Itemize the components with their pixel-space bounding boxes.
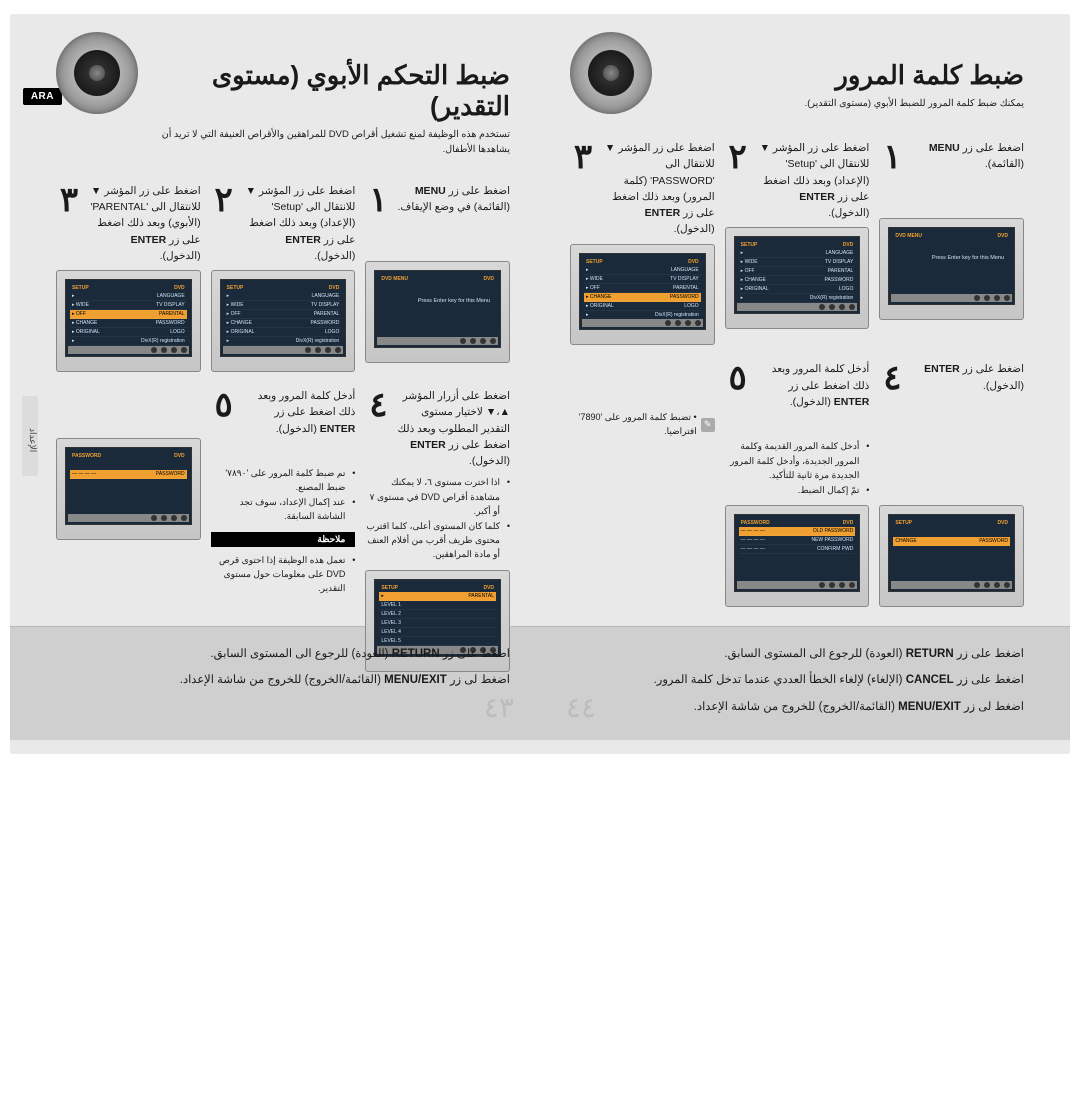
parental-column: ضبط التحكم الأبوي (مستوى التقدير) تستخدم…: [56, 32, 510, 626]
step-number: ١: [879, 140, 905, 212]
password-steps-row2: ٤ اضغط على زر ENTER (الدخول). DVDSETUP P…: [570, 361, 1024, 606]
password-step-4: ٤ اضغط على زر ENTER (الدخول). DVDSETUP P…: [879, 361, 1024, 606]
tv-frame: DVDDVD MENU Press Enter key for this Men…: [879, 218, 1024, 320]
parental-steps-row1: ١ اضغط على زر MENU (القائمة) في وضع الإي…: [56, 183, 510, 372]
tv-setup-list: DVDSETUP LANGUAGE▸ TV DISPLAYWIDE ▸PAREN…: [220, 279, 347, 357]
tv-frame: DVDSETUP PASSWORDCHANGE: [879, 505, 1024, 607]
step-number: ٢: [725, 140, 751, 221]
tv-frame: DVDDVD MENU Press Enter key for this Men…: [365, 261, 510, 363]
password-header: ضبط كلمة المرور يمكنك ضبط كلمة المرور لل…: [570, 32, 1024, 114]
parental-title-block: ضبط التحكم الأبوي (مستوى التقدير) تستخدم…: [148, 32, 510, 157]
step-number: ٥: [211, 388, 237, 460]
footer-left-lines: اضغط على زر RETURN (العودة) للرجوع الى ا…: [570, 641, 1024, 720]
step-number: ٣: [570, 140, 596, 238]
parental-header: ضبط التحكم الأبوي (مستوى التقدير) تستخدم…: [56, 32, 510, 157]
manual-spread: ARA الإعداد ضبط التحكم الأبوي (مستوى الت…: [10, 14, 1070, 754]
footer-right: اضغط على زر RETURN (العودة) للرجوع الى ا…: [56, 641, 510, 720]
parental-title: ضبط التحكم الأبوي (مستوى التقدير): [148, 60, 510, 122]
page-number-right: ٤٣: [484, 691, 514, 724]
parental-step-5: ٥ أدخل كلمة المرور وبعد ذلك اضغط على زر …: [211, 388, 356, 672]
password-steps-row1: ١ اضغط على زر MENU (القائمة). DVDDVD MEN…: [570, 140, 1024, 345]
password-column: ضبط كلمة المرور يمكنك ضبط كلمة المرور لل…: [570, 32, 1024, 626]
parental-steps-row2: ٤ اضغط على أزرار المؤشر ▲،▼ لاختيار مستو…: [56, 388, 510, 672]
password-step-1: ١ اضغط على زر MENU (القائمة). DVDDVD MEN…: [879, 140, 1024, 345]
footer-left: اضغط على زر RETURN (العودة) للرجوع الى ا…: [570, 641, 1024, 720]
tv-message: Press Enter key for this Menu: [379, 283, 496, 320]
step-text: اضغط على زر MENU (القائمة) في وضع الإيقا…: [397, 183, 510, 255]
tv-frame: DVDSETUP LANGUAGE▸ TV DISPLAYWIDE ▸PAREN…: [56, 270, 201, 372]
tv-frame: DVDSETUP LANGUAGE▸ TV DISPLAYWIDE ▸PAREN…: [211, 270, 356, 372]
password-title-block: ضبط كلمة المرور يمكنك ضبط كلمة المرور لل…: [662, 32, 1024, 111]
tv-frame: DVDPASSWORD OLD PASSWORD— — — —NEW PASSW…: [725, 505, 870, 607]
step-number: ٤: [879, 361, 905, 433]
page-number-left: ٤٤: [566, 691, 596, 724]
parental-step-3: ٣ اضغط على زر المؤشر ▼ للانتقال الى 'PAR…: [56, 183, 201, 372]
password-title: ضبط كلمة المرور: [662, 60, 1024, 91]
step-text: اضغط على زر المؤشر ▼ للانتقال الى 'PAREN…: [88, 183, 201, 264]
step4-bullets: اذا اخترت مستوى ٦، لا يمكنك مشاهدة أقراص…: [365, 475, 510, 561]
info-icon: ✎: [701, 418, 715, 432]
password-default-note: ✎ • تضبط كلمة المرور على '7890' افتراضيا…: [570, 361, 715, 606]
parental-step5-tv: DVDPASSWORD PASSWORD— — — —: [56, 388, 201, 672]
step-text: اضغط على زر MENU (القائمة).: [911, 140, 1024, 212]
password-step-2: ٢ اضغط على زر المؤشر ▼ للانتقال الى 'Set…: [725, 140, 870, 345]
parental-step-4: ٤ اضغط على أزرار المؤشر ▲،▼ لاختيار مستو…: [365, 388, 510, 672]
step-text: اضغط على زر المؤشر ▼ للانتقال الى 'Setup…: [243, 183, 356, 264]
footer: اضغط على زر RETURN (العودة) للرجوع الى ا…: [10, 626, 1070, 740]
step-text: أدخل كلمة المرور وبعد ذلك اضغط على زر EN…: [757, 361, 870, 433]
content-columns: ضبط التحكم الأبوي (مستوى التقدير) تستخدم…: [10, 14, 1070, 626]
step5-bullets: أدخل كلمة المرور القديمة وكلمة المرور ال…: [725, 439, 870, 497]
step-number: ٢: [211, 183, 237, 264]
step5-bullets: تم ضبط كلمة المرور على '٧٨٩٠' ضبط المصنع…: [211, 466, 356, 524]
note-bullets: تعمل هذه الوظيفة إذا احتوى قرص DVD على م…: [211, 553, 356, 596]
parental-desc: تستخدم هذه الوظيفة لمنع تشغيل أقراص DVD …: [148, 128, 510, 157]
step-text: اضغط على أزرار المؤشر ▲،▼ لاختيار مستوى …: [397, 388, 510, 469]
password-desc: يمكنك ضبط كلمة المرور للضبط الأبوي (مستو…: [662, 97, 1024, 111]
parental-step-2: ٢ اضغط على زر المؤشر ▼ للانتقال الى 'Set…: [211, 183, 356, 372]
tv-frame: DVDPASSWORD PASSWORD— — — —: [56, 438, 201, 540]
note-badge: ملاحظة: [211, 532, 356, 547]
default-password-note: ✎ • تضبط كلمة المرور على '7890' افتراضيا…: [570, 411, 715, 438]
tv-frame: DVDSETUP LANGUAGE▸ TV DISPLAYWIDE ▸PAREN…: [725, 227, 870, 329]
speaker-icon: [570, 32, 652, 114]
password-step-3: ٣ اضغط على زر المؤشر ▼ للانتقال الى 'PAS…: [570, 140, 715, 345]
step-number: ٣: [56, 183, 82, 264]
password-step-5: ٥ أدخل كلمة المرور وبعد ذلك اضغط على زر …: [725, 361, 870, 606]
step-text: أدخل كلمة المرور وبعد ذلك اضغط على زر EN…: [243, 388, 356, 460]
step-number: ١: [365, 183, 391, 255]
tv-frame: DVDSETUP LANGUAGE▸ TV DISPLAYWIDE ▸PAREN…: [570, 244, 715, 346]
step-text: اضغط على زر ENTER (الدخول).: [911, 361, 1024, 433]
step-number: ٤: [365, 388, 391, 469]
speaker-icon: [56, 32, 138, 114]
step-text: اضغط على زر المؤشر ▼ للانتقال الى 'Setup…: [757, 140, 870, 221]
footer-right-lines: اضغط على زر RETURN (العودة) للرجوع الى ا…: [56, 641, 510, 694]
language-badge: ARA: [23, 88, 62, 105]
section-tab: الإعداد: [22, 396, 38, 476]
step-text: اضغط على زر المؤشر ▼ للانتقال الى 'PASSW…: [602, 140, 715, 238]
parental-step-1: ١ اضغط على زر MENU (القائمة) في وضع الإي…: [365, 183, 510, 372]
step-number: ٥: [725, 361, 751, 433]
